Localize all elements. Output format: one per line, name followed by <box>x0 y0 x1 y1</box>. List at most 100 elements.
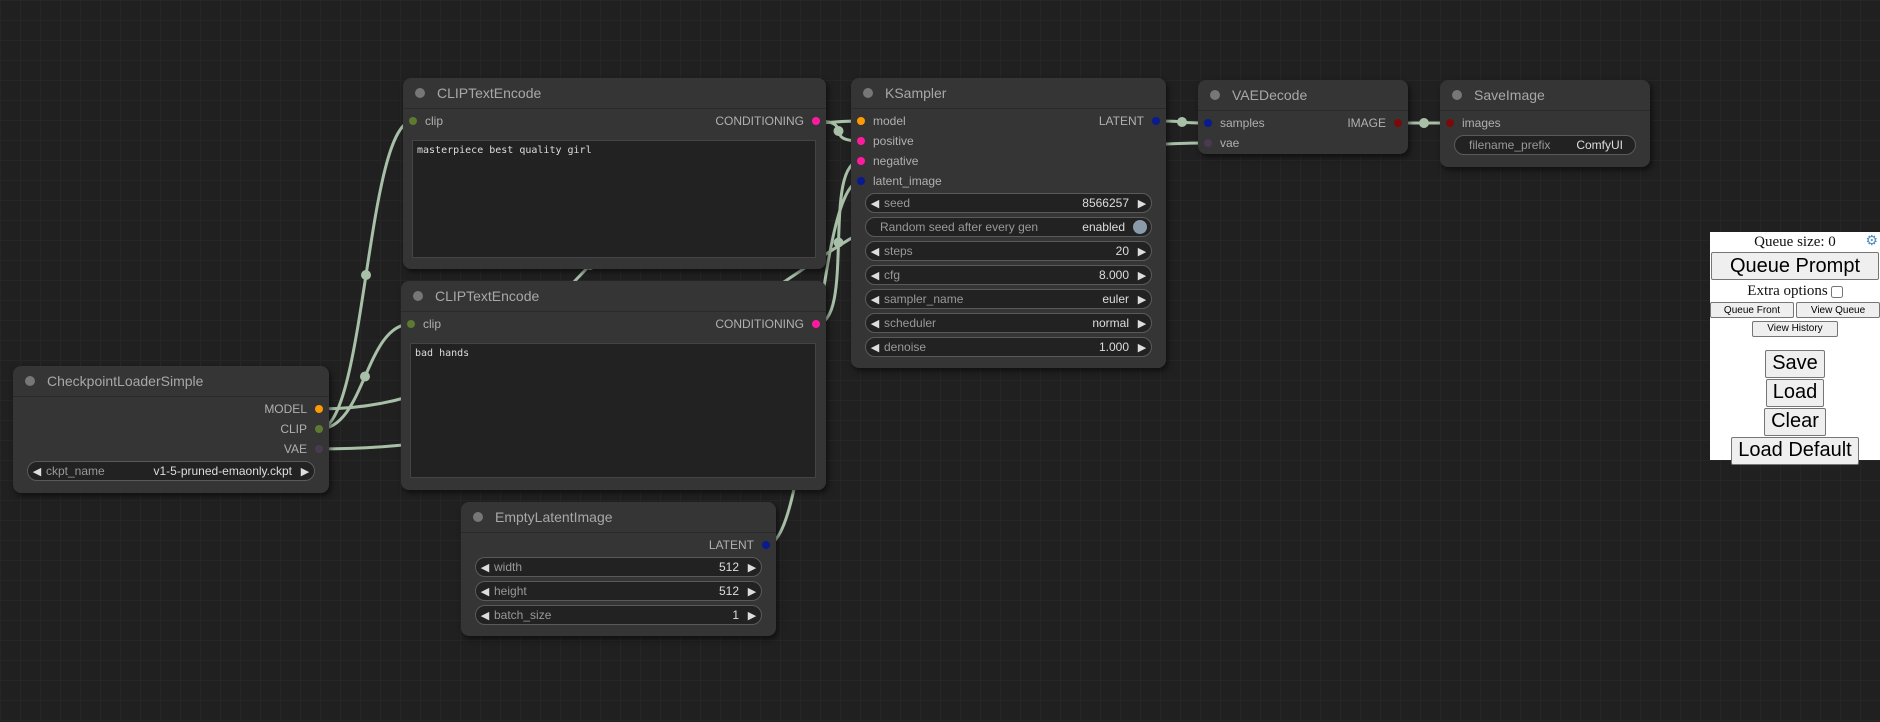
input-dot-icon[interactable] <box>407 320 415 328</box>
input-dot-icon[interactable] <box>857 137 865 145</box>
widget-seed[interactable]: ◀ seed 8566257 ▶ <box>865 193 1152 213</box>
node-title-bar[interactable]: EmptyLatentImage <box>461 502 776 533</box>
input-slot-latent_image[interactable]: latent_image <box>857 171 942 191</box>
input-dot-icon[interactable] <box>1446 119 1454 127</box>
collapse-dot-icon[interactable] <box>415 88 425 98</box>
widget-batch_size[interactable]: ◀ batch_size 1 ▶ <box>475 605 762 625</box>
widget-denoise[interactable]: ◀ denoise 1.000 ▶ <box>865 337 1152 357</box>
node-ckpt[interactable]: CheckpointLoaderSimple MODEL CLIP VAE ◀ ckpt_… <box>13 366 329 493</box>
node-empty[interactable]: EmptyLatentImage LATENT ◀ width 512 ▶ ◀ height 5… <box>461 502 776 636</box>
collapse-dot-icon[interactable] <box>1452 90 1462 100</box>
input-slot-vae[interactable]: vae <box>1204 133 1239 153</box>
view-history-button[interactable]: View History <box>1752 320 1838 337</box>
increment-arrow-icon[interactable]: ▶ <box>1137 269 1147 282</box>
node-title-bar[interactable]: CheckpointLoaderSimple <box>13 366 329 397</box>
collapse-dot-icon[interactable] <box>863 88 873 98</box>
output-slot-latent[interactable]: LATENT <box>1099 111 1160 131</box>
save-button[interactable]: Save <box>1765 349 1825 378</box>
output-slot-image[interactable]: IMAGE <box>1347 113 1402 133</box>
decrement-arrow-icon[interactable]: ◀ <box>480 585 490 598</box>
link-midpoint-icon[interactable] <box>1419 118 1429 128</box>
widget-width[interactable]: ◀ width 512 ▶ <box>475 557 762 577</box>
increment-arrow-icon[interactable]: ▶ <box>747 561 757 574</box>
decrement-arrow-icon[interactable]: ◀ <box>870 245 880 258</box>
decrement-arrow-icon[interactable]: ◀ <box>870 269 880 282</box>
prompt-textarea[interactable]: masterpiece best quality girl <box>412 140 816 258</box>
node-vae[interactable]: VAEDecode samples vae IMAGE <box>1198 80 1408 154</box>
output-dot-icon[interactable] <box>1394 119 1402 127</box>
collapse-dot-icon[interactable] <box>473 512 483 522</box>
collapse-dot-icon[interactable] <box>1210 90 1220 100</box>
queue-front-button[interactable]: Queue Front <box>1710 302 1794 318</box>
output-dot-icon[interactable] <box>315 445 323 453</box>
input-slot-images[interactable]: images <box>1446 113 1501 133</box>
prompt-textarea[interactable]: bad hands <box>410 343 816 478</box>
node-title-bar[interactable]: CLIPTextEncode <box>401 281 826 312</box>
input-slot-model[interactable]: model <box>857 111 906 131</box>
load-default-button[interactable]: Load Default <box>1731 436 1859 465</box>
node-title-bar[interactable]: VAEDecode <box>1198 80 1408 111</box>
increment-arrow-icon[interactable]: ▶ <box>300 465 310 478</box>
node-title-bar[interactable]: KSampler <box>851 78 1166 109</box>
output-dot-icon[interactable] <box>315 405 323 413</box>
link-midpoint-icon[interactable] <box>361 269 371 280</box>
increment-arrow-icon[interactable]: ▶ <box>747 585 757 598</box>
link-midpoint-icon[interactable] <box>360 371 370 382</box>
widget-filename_prefix[interactable]: filename_prefix ComfyUI <box>1454 135 1636 155</box>
widget-random-seed-after-every-gen[interactable]: Random seed after every gen enabled <box>865 217 1152 237</box>
input-slot-negative[interactable]: negative <box>857 151 918 171</box>
decrement-arrow-icon[interactable]: ◀ <box>32 465 42 478</box>
increment-arrow-icon[interactable]: ▶ <box>1137 197 1147 210</box>
widget-steps[interactable]: ◀ steps 20 ▶ <box>865 241 1152 261</box>
output-dot-icon[interactable] <box>315 425 323 433</box>
link-midpoint-icon[interactable] <box>833 126 844 136</box>
output-slot-latent[interactable]: LATENT <box>709 535 770 555</box>
link-midpoint-icon[interactable] <box>1177 117 1187 127</box>
widget-scheduler[interactable]: ◀ scheduler normal ▶ <box>865 313 1152 333</box>
link-midpoint-icon[interactable] <box>833 237 844 248</box>
widget-sampler_name[interactable]: ◀ sampler_name euler ▶ <box>865 289 1152 309</box>
input-slot-positive[interactable]: positive <box>857 131 914 151</box>
increment-arrow-icon[interactable]: ▶ <box>1137 341 1147 354</box>
increment-arrow-icon[interactable]: ▶ <box>1137 245 1147 258</box>
decrement-arrow-icon[interactable]: ◀ <box>870 293 880 306</box>
increment-arrow-icon[interactable]: ▶ <box>1137 293 1147 306</box>
input-dot-icon[interactable] <box>857 177 865 185</box>
queue-prompt-button[interactable]: Queue Prompt <box>1711 252 1879 280</box>
view-queue-button[interactable]: View Queue <box>1796 302 1880 318</box>
input-dot-icon[interactable] <box>1204 139 1212 147</box>
decrement-arrow-icon[interactable]: ◀ <box>870 197 880 210</box>
gear-icon[interactable]: ⚙ <box>1865 234 1878 249</box>
output-slot-vae[interactable]: VAE <box>284 439 323 459</box>
node-title-bar[interactable]: CLIPTextEncode <box>403 78 826 109</box>
output-slot-clip[interactable]: CLIP <box>280 419 323 439</box>
output-slot-conditioning[interactable]: CONDITIONING <box>715 111 820 131</box>
increment-arrow-icon[interactable]: ▶ <box>1137 317 1147 330</box>
load-button[interactable]: Load <box>1765 378 1825 407</box>
extra-options-checkbox[interactable] <box>1830 285 1843 298</box>
input-dot-icon[interactable] <box>409 117 417 125</box>
output-dot-icon[interactable] <box>812 320 820 328</box>
widget-height[interactable]: ◀ height 512 ▶ <box>475 581 762 601</box>
decrement-arrow-icon[interactable]: ◀ <box>870 341 880 354</box>
increment-arrow-icon[interactable]: ▶ <box>747 609 757 622</box>
decrement-arrow-icon[interactable]: ◀ <box>480 609 490 622</box>
output-slot-model[interactable]: MODEL <box>264 399 323 419</box>
collapse-dot-icon[interactable] <box>413 291 423 301</box>
decrement-arrow-icon[interactable]: ◀ <box>870 317 880 330</box>
decrement-arrow-icon[interactable]: ◀ <box>480 561 490 574</box>
node-save[interactable]: SaveImage images filename_prefix ComfyUI <box>1440 80 1650 167</box>
collapse-dot-icon[interactable] <box>25 376 35 386</box>
input-dot-icon[interactable] <box>1204 119 1212 127</box>
input-slot-samples[interactable]: samples <box>1204 113 1265 133</box>
input-slot-clip[interactable]: clip <box>407 314 441 334</box>
node-ks[interactable]: KSampler model positive negative latent_imag… <box>851 78 1166 368</box>
widget-cfg[interactable]: ◀ cfg 8.000 ▶ <box>865 265 1152 285</box>
widget-ckpt_name[interactable]: ◀ ckpt_name v1-5-pruned-emaonly.ckpt ▶ <box>27 461 315 481</box>
clear-button[interactable]: Clear <box>1764 407 1826 436</box>
input-slot-clip[interactable]: clip <box>409 111 443 131</box>
node-title-bar[interactable]: SaveImage <box>1440 80 1650 111</box>
input-dot-icon[interactable] <box>857 117 865 125</box>
output-dot-icon[interactable] <box>812 117 820 125</box>
output-dot-icon[interactable] <box>1152 117 1160 125</box>
